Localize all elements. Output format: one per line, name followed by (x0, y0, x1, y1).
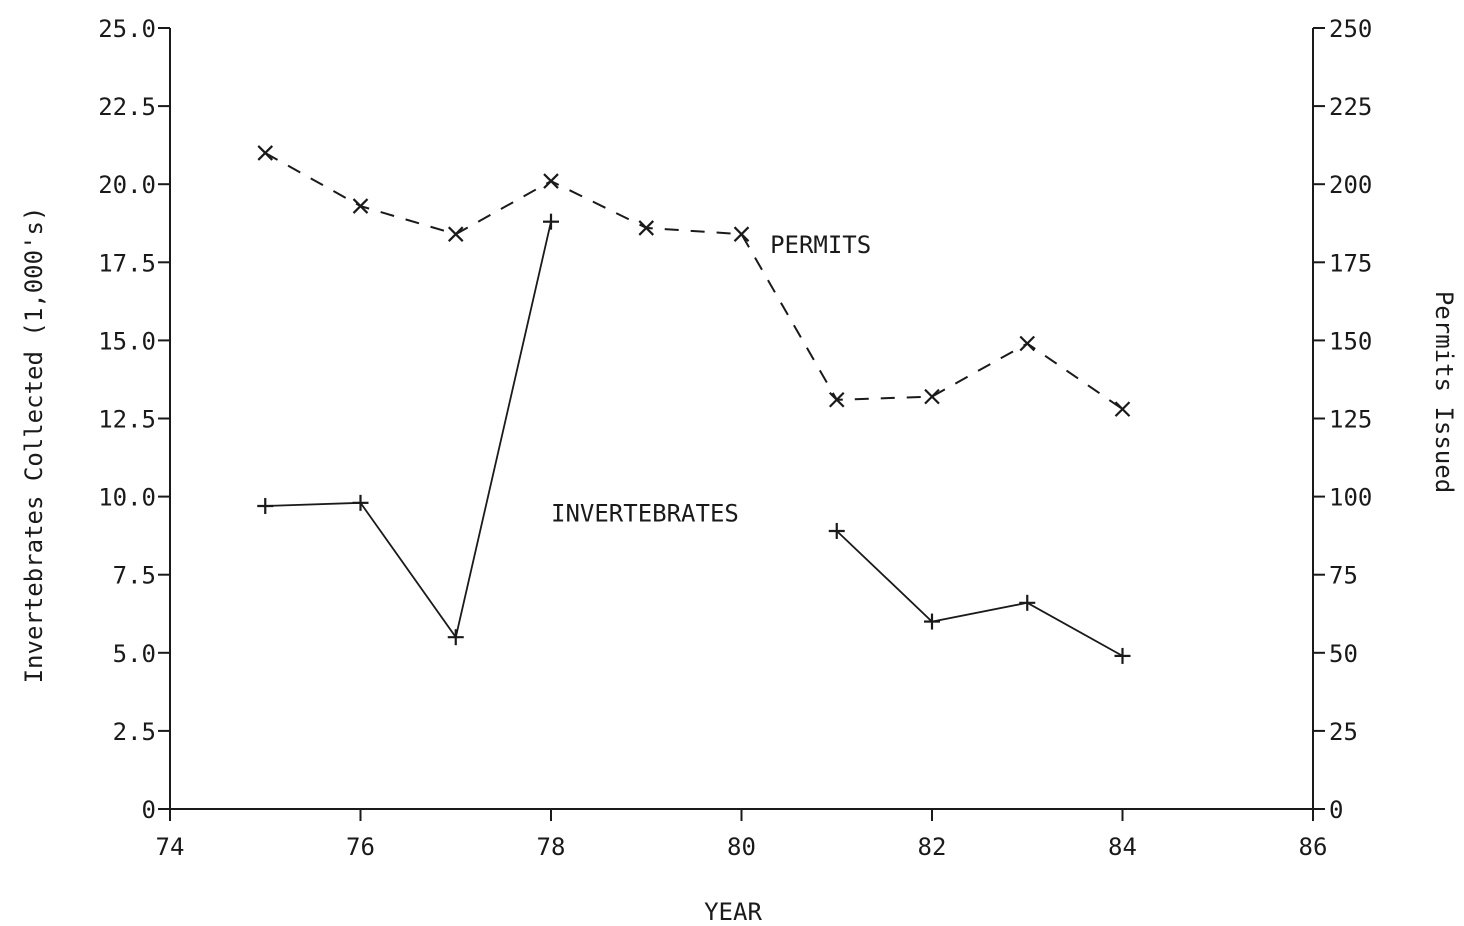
permits-line (264, 152, 1124, 410)
invertebrates-point (1019, 594, 1036, 611)
y-right-tick-label: 0 (1329, 796, 1343, 824)
x-tick-label: 86 (1299, 833, 1328, 861)
y-left-tick-label: 0 (142, 796, 156, 824)
y-right-tick-label: 225 (1329, 93, 1372, 121)
permits-point (828, 391, 845, 408)
permits-point (1019, 335, 1036, 352)
invertebrates-point (1114, 647, 1131, 664)
x-tick-label: 74 (156, 833, 185, 861)
y-right-tick-label: 100 (1329, 484, 1372, 512)
ticks: 74 76 78 80 82 84 8602.55.07.510.012.515.017.5… (98, 15, 1372, 861)
y-left-tick-label: 7.5 (113, 562, 156, 590)
invertebrates-point (352, 494, 369, 511)
x-tick-label: 82 (918, 833, 947, 861)
permits-point (733, 226, 750, 242)
x-tick-label: 80 (727, 833, 756, 861)
y-right-tick-label: 125 (1329, 406, 1372, 434)
y-right-tick-label: 25 (1329, 718, 1358, 746)
invertebrates-series (257, 213, 1131, 664)
y-left-tick-label: 15.0 (98, 327, 156, 355)
invertebrates-point (257, 497, 274, 514)
permits-point (447, 226, 464, 242)
y-right-tick-label: 200 (1329, 171, 1372, 199)
labels: PERMITS INVERTEBRATES (551, 231, 871, 528)
x-tick-label: 84 (1108, 833, 1137, 861)
x-tick-label: 76 (346, 833, 375, 861)
invertebrates-line (265, 221, 552, 640)
annotation-invertebrates: INVERTEBRATES (551, 500, 739, 528)
invertebrates-point (447, 629, 464, 646)
permits-point (1114, 401, 1131, 417)
y-left-tick-label: 25.0 (98, 15, 156, 43)
y-right-tick-label: 50 (1329, 640, 1358, 668)
y-left-axis-title: Invertebrates Collected (1,000's) (20, 207, 48, 684)
invertebrates-point (828, 522, 845, 539)
permits-point (352, 198, 369, 214)
y-left-tick-label: 12.5 (98, 406, 156, 434)
y-left-tick-label: 17.5 (98, 249, 156, 277)
y-right-tick-label: 75 (1329, 562, 1358, 590)
y-right-tick-label: 175 (1329, 249, 1372, 277)
y-right-tick-label: 250 (1329, 15, 1372, 43)
invertebrates-line (836, 530, 1123, 657)
invertebrates-point (543, 213, 559, 230)
permits-series (257, 145, 1131, 417)
x-axis-title: YEAR (704, 898, 762, 926)
y-right-axis-title: Permits Issued (1430, 291, 1458, 493)
y-left-tick-label: 22.5 (98, 93, 156, 121)
y-left-tick-label: 5.0 (113, 640, 156, 668)
permits-point (638, 220, 655, 236)
annotation-permits: PERMITS (770, 231, 871, 259)
series (257, 145, 1131, 664)
axes (169, 28, 1314, 810)
permits-point (543, 173, 559, 189)
invertebrates-point (924, 613, 940, 630)
y-right-tick-label: 150 (1329, 327, 1372, 355)
permits-point (257, 145, 274, 161)
y-left-tick-label: 10.0 (98, 484, 156, 512)
permits-point (924, 388, 940, 405)
x-tick-label: 78 (537, 833, 566, 861)
y-left-tick-label: 20.0 (98, 171, 156, 199)
y-left-tick-label: 2.5 (113, 718, 156, 746)
